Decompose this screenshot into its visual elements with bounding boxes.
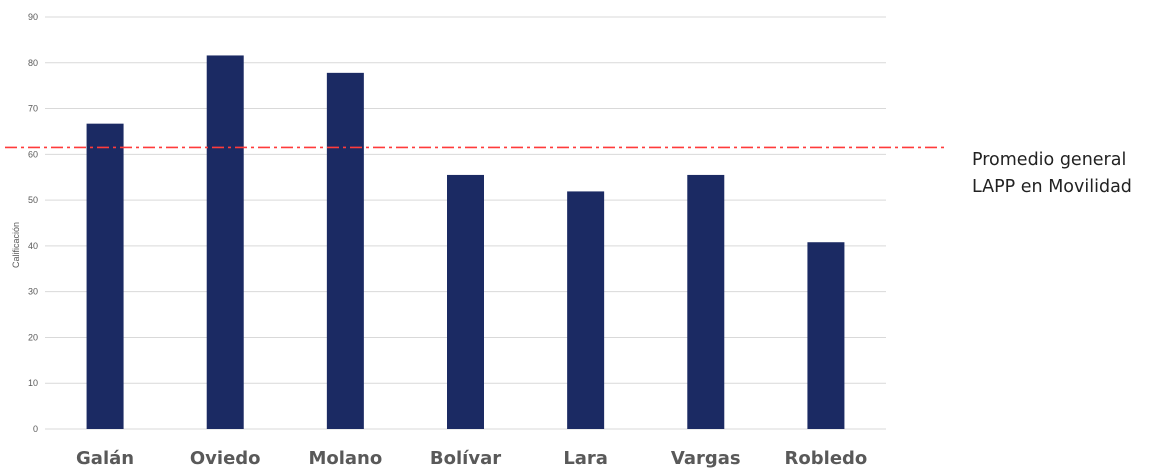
bar-bolívar — [447, 174, 484, 429]
y-tick-label: 30 — [28, 287, 38, 297]
bar-robledo — [807, 242, 845, 429]
bar-oviedo — [206, 55, 244, 429]
y-tick-labels: 0 10 20 30 40 50 60 70 80 90 — [28, 12, 38, 434]
bar-molano — [326, 72, 364, 430]
category-label: Robledo — [785, 448, 868, 469]
y-tick-label: 0 — [33, 424, 38, 434]
category-label: Vargas — [671, 448, 741, 469]
y-tick-label: 80 — [28, 58, 38, 68]
reference-line-label: Promedio general LAPP en Movilidad — [972, 147, 1150, 201]
bar-galán — [86, 123, 124, 429]
y-axis-label: Calificación — [11, 222, 21, 268]
category-label: Bolívar — [430, 448, 501, 469]
bar-lara — [567, 191, 605, 429]
category-label: Molano — [308, 448, 382, 469]
reference-label-line-1: Promedio general — [972, 150, 1127, 170]
y-tick-label: 50 — [28, 195, 38, 205]
y-tick-label: 60 — [28, 149, 38, 159]
category-label: Lara — [563, 448, 608, 469]
bar-vargas — [687, 174, 725, 429]
reference-label-line-2: LAPP en Movilidad — [972, 177, 1132, 197]
y-tick-label: 10 — [28, 378, 38, 388]
y-tick-label: 90 — [28, 12, 38, 22]
category-labels: Galán Oviedo Molano Bolívar Lara Vargas Robled… — [76, 448, 867, 469]
category-label: Galán — [76, 448, 134, 469]
y-tick-label: 20 — [28, 332, 38, 342]
bars — [86, 55, 845, 430]
category-label: Oviedo — [190, 448, 261, 469]
y-tick-label: 40 — [28, 241, 38, 251]
y-tick-label: 70 — [28, 104, 38, 114]
